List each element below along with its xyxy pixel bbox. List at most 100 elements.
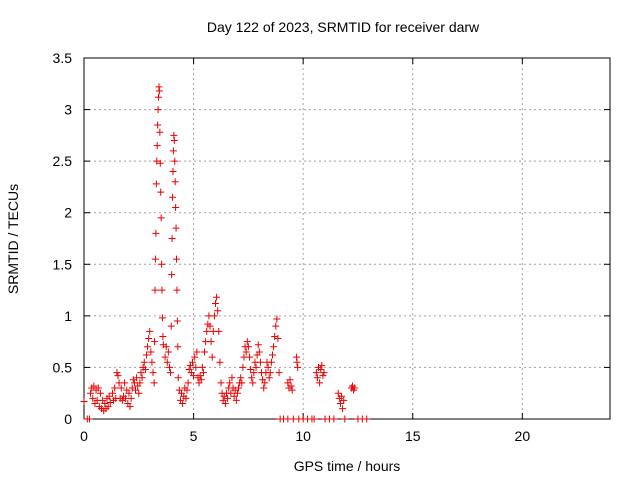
data-point xyxy=(171,157,179,165)
data-point xyxy=(149,369,157,377)
data-point xyxy=(227,389,235,397)
data-point xyxy=(174,343,182,351)
data-point xyxy=(235,384,243,392)
data-point xyxy=(319,372,327,380)
data-point xyxy=(146,327,154,335)
data-point xyxy=(266,369,274,377)
data-point xyxy=(214,307,222,315)
x-tick-label: 0 xyxy=(80,428,88,444)
x-tick-label: 10 xyxy=(295,428,311,444)
data-point xyxy=(165,363,173,371)
data-point xyxy=(87,389,95,397)
data-point xyxy=(114,372,122,380)
data-point xyxy=(152,180,160,188)
data-point xyxy=(151,255,159,263)
data-point xyxy=(168,271,176,279)
data-point xyxy=(157,214,165,222)
data-point xyxy=(268,351,276,359)
y-tick-label: 3.5 xyxy=(53,50,73,66)
data-point xyxy=(232,396,240,404)
data-point xyxy=(169,193,177,201)
y-tick-labels: 0 0.5 1 1.5 2 2.5 3 3.5 xyxy=(53,50,73,427)
data-point xyxy=(294,363,302,371)
data-point xyxy=(138,374,146,382)
data-point xyxy=(351,384,359,392)
data-point xyxy=(170,137,178,145)
data-point xyxy=(310,415,318,423)
data-point xyxy=(208,353,216,361)
data-point xyxy=(182,394,190,402)
data-point xyxy=(155,87,163,95)
data-point xyxy=(179,400,187,408)
data-point xyxy=(154,121,162,129)
data-point xyxy=(113,369,121,377)
data-point xyxy=(154,106,162,114)
data-point xyxy=(273,315,281,323)
data-point xyxy=(203,327,211,335)
y-tick-label: 1.5 xyxy=(53,256,73,272)
data-point xyxy=(201,348,209,356)
data-point xyxy=(96,389,104,397)
data-point xyxy=(260,384,268,392)
data-point xyxy=(288,386,296,394)
data-point xyxy=(117,384,125,392)
y-tick-label: 3 xyxy=(64,102,72,118)
data-point xyxy=(255,348,263,356)
data-point xyxy=(155,93,163,101)
data-point xyxy=(340,396,348,404)
data-point xyxy=(293,358,301,366)
data-point xyxy=(213,293,221,301)
data-point xyxy=(172,255,180,263)
data-point xyxy=(270,343,278,351)
data-point xyxy=(193,348,201,356)
data-point xyxy=(140,358,148,366)
chart-title: Day 122 of 2023, SRMTID for receiver dar… xyxy=(207,19,480,35)
data-point xyxy=(125,389,133,397)
data-point xyxy=(150,379,158,387)
data-point xyxy=(137,369,145,377)
data-point xyxy=(317,365,325,373)
data-point xyxy=(312,369,320,377)
data-point xyxy=(190,372,198,380)
data-point xyxy=(336,400,344,408)
data-point xyxy=(363,415,371,423)
grid xyxy=(84,58,610,419)
data-point xyxy=(274,335,282,343)
data-point xyxy=(233,389,241,397)
data-point xyxy=(183,386,191,394)
data-point xyxy=(167,369,175,377)
data-point xyxy=(80,397,88,405)
data-point xyxy=(250,369,258,377)
data-point xyxy=(216,358,224,366)
data-point xyxy=(158,286,166,294)
data-point xyxy=(228,374,236,382)
data-point xyxy=(210,312,218,320)
data-point xyxy=(169,167,177,175)
data-point xyxy=(247,365,255,373)
data-point xyxy=(184,379,192,387)
data-point xyxy=(105,392,113,400)
y-tick-label: 0.5 xyxy=(53,359,73,375)
data-point xyxy=(121,379,129,387)
data-point xyxy=(158,314,166,322)
data-point xyxy=(286,376,294,384)
y-tick-label: 0 xyxy=(64,411,72,427)
data-point xyxy=(238,379,246,387)
data-point xyxy=(334,389,342,397)
data-point xyxy=(226,379,234,387)
data-point xyxy=(156,159,164,167)
data-point xyxy=(162,343,170,351)
data-point xyxy=(136,379,144,387)
data-point xyxy=(217,379,225,387)
data-point xyxy=(243,338,251,346)
data-point xyxy=(153,157,161,165)
plot-frame xyxy=(83,57,611,420)
y-tick-label: 2 xyxy=(64,205,72,221)
data-point xyxy=(198,363,206,371)
data-point xyxy=(242,348,250,356)
y-tick-label: 1 xyxy=(64,308,72,324)
data-point xyxy=(197,376,205,384)
data-point xyxy=(196,372,204,380)
data-point xyxy=(224,394,232,402)
data-point xyxy=(341,415,349,423)
